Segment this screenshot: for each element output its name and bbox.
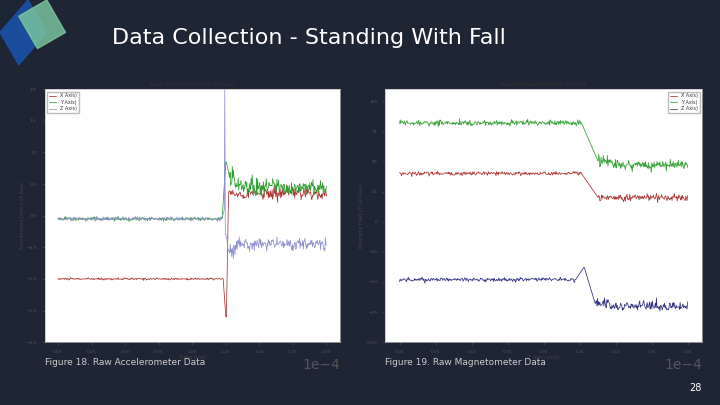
X Axis) bbox=[395, 170, 404, 175]
Z Axis) bbox=[678, 305, 686, 310]
Y Axis) bbox=[455, 116, 464, 121]
X-axis label: T (ms) (ms): T (ms) (ms) bbox=[528, 355, 559, 360]
Y Axis) bbox=[683, 165, 692, 170]
X Axis) bbox=[222, 314, 230, 319]
X Axis) bbox=[54, 276, 63, 281]
Z Axis) bbox=[551, 276, 559, 281]
X Axis) bbox=[534, 172, 542, 177]
Y Axis) bbox=[275, 188, 284, 193]
Legend: X Axis), Y Axis), Z Axis): X Axis), Y Axis), Z Axis) bbox=[667, 92, 700, 113]
Y Axis) bbox=[222, 160, 230, 164]
Y Axis) bbox=[632, 161, 641, 166]
X Axis) bbox=[275, 194, 284, 198]
X-axis label: Time (ms): Time (ms) bbox=[179, 355, 206, 360]
X Axis) bbox=[551, 172, 559, 177]
Z Axis) bbox=[220, 87, 229, 92]
Z Axis) bbox=[656, 309, 665, 313]
X Axis) bbox=[678, 197, 686, 202]
Y Axis) bbox=[199, 217, 208, 222]
Y Axis) bbox=[678, 165, 686, 170]
Line: Y Axis): Y Axis) bbox=[58, 162, 326, 222]
X Axis) bbox=[552, 169, 560, 174]
Text: 28: 28 bbox=[690, 383, 702, 393]
X Axis) bbox=[199, 277, 207, 281]
Title: Raw Magnetometer Sensor: Raw Magnetometer Sensor bbox=[501, 82, 586, 87]
Line: X Axis): X Axis) bbox=[58, 185, 326, 317]
Legend: X Axis), Y Axis), Z Axis): X Axis), Y Axis), Z Axis) bbox=[47, 92, 79, 113]
Z Axis) bbox=[54, 216, 63, 221]
X Axis) bbox=[632, 196, 641, 201]
Z Axis) bbox=[395, 279, 404, 284]
Polygon shape bbox=[0, 0, 47, 65]
Z Axis) bbox=[229, 256, 238, 261]
Polygon shape bbox=[19, 0, 66, 49]
Y Axis) bbox=[567, 123, 576, 128]
X Axis) bbox=[322, 194, 330, 198]
X Axis) bbox=[653, 200, 662, 205]
X Axis) bbox=[270, 183, 279, 188]
Z Axis) bbox=[580, 265, 588, 270]
Y Axis) bbox=[395, 121, 404, 126]
Y Axis) bbox=[647, 170, 655, 175]
Y Axis) bbox=[214, 215, 222, 220]
Text: Figure 19. Raw Magnetometer Data: Figure 19. Raw Magnetometer Data bbox=[385, 358, 546, 367]
Z Axis) bbox=[317, 241, 325, 245]
X Axis) bbox=[317, 194, 325, 199]
Y-axis label: Acceleration (m/s²) all Axes: Acceleration (m/s²) all Axes bbox=[20, 182, 25, 249]
Text: Figure 18. Raw Accelerometer Data: Figure 18. Raw Accelerometer Data bbox=[45, 358, 205, 367]
X Axis) bbox=[532, 171, 541, 176]
Line: X Axis): X Axis) bbox=[400, 171, 688, 202]
Y Axis) bbox=[181, 217, 190, 222]
Z Axis) bbox=[567, 276, 575, 281]
Text: Data Collection - Standing With Fall: Data Collection - Standing With Fall bbox=[112, 28, 505, 48]
Z Axis) bbox=[213, 217, 222, 222]
Z Axis) bbox=[322, 243, 330, 247]
X Axis) bbox=[213, 277, 222, 281]
X Axis) bbox=[183, 277, 192, 282]
Y Axis) bbox=[534, 121, 543, 126]
Z Axis) bbox=[275, 241, 284, 246]
Y-axis label: Magnetic Field (T) all Axes: Magnetic Field (T) all Axes bbox=[359, 184, 364, 247]
Y Axis) bbox=[184, 216, 192, 221]
X Axis) bbox=[683, 193, 692, 198]
Title: Raw Accelerometer Sensor: Raw Accelerometer Sensor bbox=[150, 82, 235, 87]
Y Axis) bbox=[322, 184, 330, 189]
Z Axis) bbox=[532, 276, 541, 281]
Y Axis) bbox=[317, 187, 325, 192]
Y Axis) bbox=[552, 121, 560, 126]
X Axis) bbox=[567, 171, 576, 176]
Z Axis) bbox=[199, 217, 207, 222]
Line: Y Axis): Y Axis) bbox=[400, 119, 688, 173]
Line: Z Axis): Z Axis) bbox=[400, 267, 688, 311]
Z Axis) bbox=[683, 299, 692, 304]
Y Axis) bbox=[533, 122, 541, 126]
Y Axis) bbox=[54, 216, 63, 221]
Z Axis) bbox=[632, 305, 641, 310]
Y Axis) bbox=[125, 219, 133, 224]
Z Axis) bbox=[183, 216, 192, 221]
Z Axis) bbox=[181, 218, 190, 223]
Z Axis) bbox=[534, 277, 542, 282]
Line: Z Axis): Z Axis) bbox=[58, 89, 326, 259]
X Axis) bbox=[181, 277, 190, 282]
